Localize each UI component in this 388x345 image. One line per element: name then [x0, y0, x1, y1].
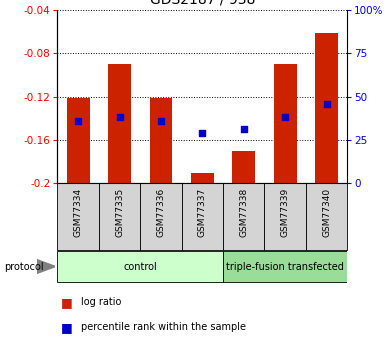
- Bar: [315, 33, 338, 183]
- Bar: [232, 150, 255, 183]
- Text: protocol: protocol: [4, 262, 43, 272]
- Text: GSM77340: GSM77340: [322, 188, 331, 237]
- Bar: [191, 173, 214, 183]
- Polygon shape: [37, 259, 55, 273]
- Title: GDS2187 / 938: GDS2187 / 938: [150, 0, 255, 7]
- Text: GSM77337: GSM77337: [198, 188, 207, 237]
- Text: log ratio: log ratio: [81, 297, 121, 307]
- Text: percentile rank within the sample: percentile rank within the sample: [81, 322, 246, 332]
- Bar: [223, 251, 347, 282]
- Bar: [182, 183, 223, 250]
- Text: GSM77336: GSM77336: [156, 188, 165, 237]
- Bar: [274, 64, 296, 183]
- Text: GSM77334: GSM77334: [74, 188, 83, 237]
- Point: [75, 118, 81, 124]
- Bar: [99, 183, 140, 250]
- Bar: [57, 183, 99, 250]
- Bar: [67, 98, 90, 183]
- Bar: [140, 183, 182, 250]
- Point: [116, 115, 123, 120]
- Bar: [306, 183, 347, 250]
- Bar: [57, 251, 223, 282]
- Bar: [149, 98, 172, 183]
- Text: GSM77335: GSM77335: [115, 188, 124, 237]
- Bar: [223, 183, 265, 250]
- Text: triple-fusion transfected: triple-fusion transfected: [226, 262, 344, 272]
- Point: [324, 101, 330, 106]
- Text: GSM77338: GSM77338: [239, 188, 248, 237]
- Text: GSM77339: GSM77339: [281, 188, 290, 237]
- Bar: [265, 183, 306, 250]
- Point: [241, 127, 247, 132]
- Point: [158, 118, 164, 124]
- Bar: [108, 64, 131, 183]
- Point: [199, 130, 206, 136]
- Text: ■: ■: [61, 296, 73, 309]
- Point: [282, 115, 288, 120]
- Text: ■: ■: [61, 321, 73, 334]
- Text: control: control: [123, 262, 157, 272]
